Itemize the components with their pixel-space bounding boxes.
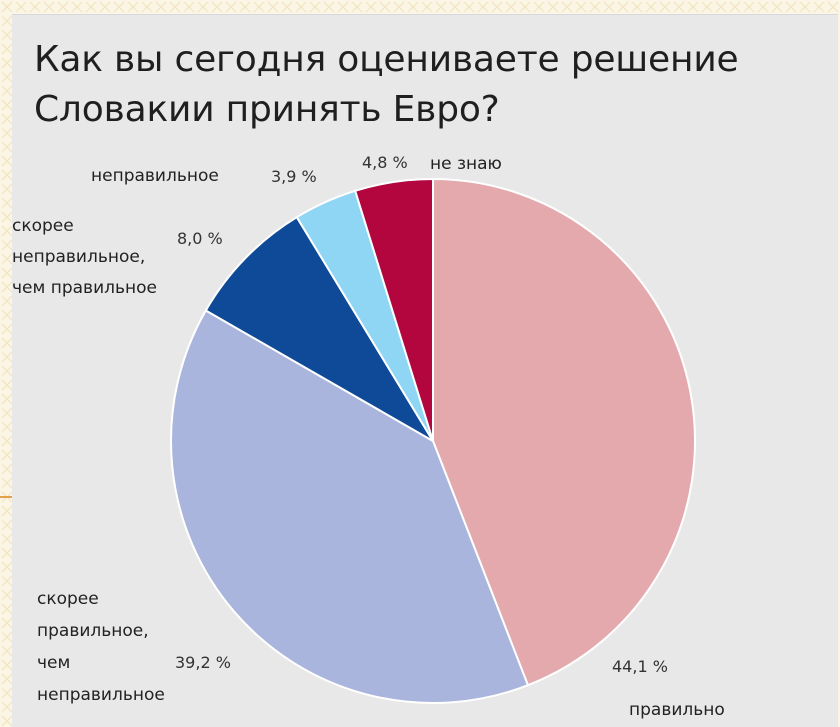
value-label-nepravilnoe: 3,9 %	[271, 167, 317, 186]
value-label-ne-znayu: 4,8 %	[362, 153, 408, 172]
slice-label-nepravilnoe: неправильное	[91, 166, 219, 186]
pie-slices	[171, 179, 695, 703]
pie-chart: 44,1 % правильно скорее правильное, чем …	[12, 15, 838, 727]
slice-label-pravilno: правильно	[629, 700, 725, 720]
chart-panel: Как вы сегодня оцениваете решение Словак…	[12, 14, 838, 727]
slice-label-skoree-nepravilnoe-line-1: скорее	[12, 216, 74, 236]
value-label-pravilno: 44,1 %	[612, 657, 668, 676]
slice-label-ne-znayu: не знаю	[430, 154, 502, 174]
slice-label-skoree-nepravilnoe-line-3: чем правильное	[12, 278, 157, 298]
slice-label-skoree-pravilnoe-line-3: чем	[37, 653, 70, 673]
slice-label-skoree-pravilnoe-line-4: неправильное	[37, 685, 165, 705]
value-label-skoree-pravilnoe: 39,2 %	[175, 653, 231, 672]
slice-label-skoree-nepravilnoe-line-2: неправильное,	[12, 247, 145, 267]
slice-label-skoree-pravilnoe-line-1: скорее	[37, 589, 99, 609]
slice-label-skoree-pravilnoe-line-2: правильное,	[37, 621, 149, 641]
value-label-skoree-nepravilnoe: 8,0 %	[177, 229, 223, 248]
